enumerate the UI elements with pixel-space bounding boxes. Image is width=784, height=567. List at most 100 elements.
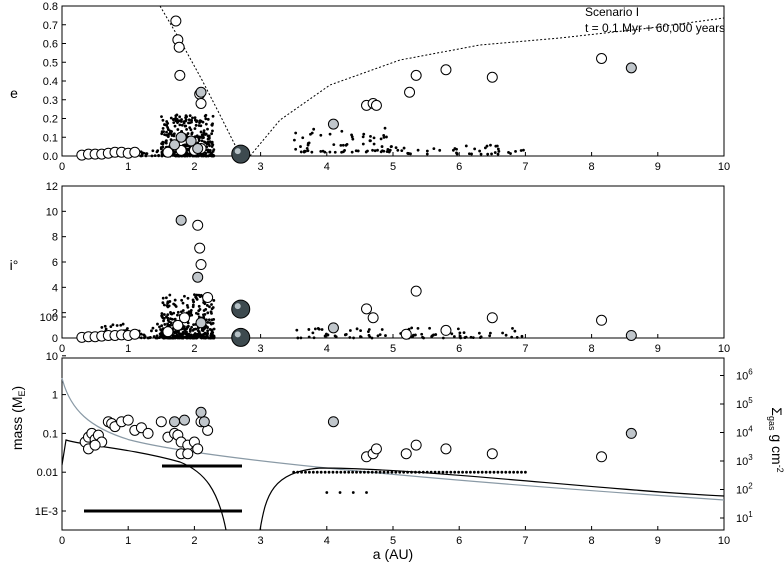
planetesimal-dot — [516, 470, 519, 474]
planetesimal-dot — [478, 149, 482, 153]
planetesimal-dot — [394, 470, 398, 474]
planetesimal-dot — [432, 333, 435, 337]
planetesimal-dot — [420, 332, 424, 336]
planetesimal-dot — [187, 311, 191, 315]
planet-open-marker — [162, 146, 174, 158]
planetesimal-dot — [483, 146, 487, 150]
planetesimal-dot — [504, 470, 508, 474]
planetesimal-dot — [185, 304, 189, 307]
e-axis-xtick-label: 3 — [258, 161, 264, 173]
planetesimal-dot — [425, 152, 429, 156]
planetesimal-dot — [204, 307, 208, 311]
planetesimal-dot — [207, 318, 211, 322]
planetesimal-dot — [328, 150, 332, 154]
planetesimal-dot — [151, 149, 155, 153]
planet-filled-marker — [192, 271, 204, 283]
planetesimal-dot — [445, 470, 449, 474]
planetesimal-dot — [144, 154, 148, 158]
planetesimal-dot — [323, 150, 327, 154]
planetesimal-dot — [188, 336, 192, 340]
planetesimal-dot — [186, 296, 190, 300]
planetesimal-dot — [385, 135, 388, 139]
planetesimal-dot — [211, 129, 214, 133]
planetesimal-dot — [428, 326, 431, 330]
planet-open-marker — [155, 416, 167, 428]
planetesimal-dot — [361, 142, 365, 146]
i-axis-xtick-label: 2 — [191, 343, 197, 355]
planetesimal-dot — [189, 128, 193, 132]
planet-open-marker — [195, 98, 207, 109]
planetesimal-dot — [206, 117, 210, 121]
planetesimal-dot — [425, 470, 429, 474]
i-axis-xtick-label: 4 — [324, 343, 330, 355]
planetesimal-dot — [142, 151, 146, 155]
planetesimal-dot — [203, 335, 206, 339]
planetesimal-dot — [194, 296, 198, 300]
planetesimal-dot — [367, 333, 371, 337]
planetesimal-dot — [384, 334, 387, 337]
planetesimal-dot — [189, 308, 193, 312]
planetesimal-dot — [179, 120, 183, 123]
planetesimal-dot — [385, 150, 389, 154]
mass-axis-xtick-label: 2 — [191, 535, 197, 547]
e-axis-ytick-label: 0.3 — [43, 95, 58, 107]
i-axis-ytick-label: 12 — [46, 181, 58, 193]
planet-open-marker — [370, 99, 382, 111]
planetesimal-dot — [333, 334, 337, 338]
planetesimal-dot — [119, 323, 123, 327]
planetesimal-dot — [450, 332, 454, 336]
planetesimal-dot — [317, 327, 321, 331]
planetesimal-dot — [328, 132, 332, 136]
planet-open-marker — [192, 219, 204, 231]
planetesimal-dot — [373, 149, 377, 153]
i-axis-ytick-label: 8 — [52, 232, 58, 244]
planetesimal-dot — [410, 326, 414, 330]
planetesimal-dot — [299, 145, 302, 148]
mass-axis-xtick-label: 4 — [324, 535, 330, 547]
planetesimal-dot — [194, 123, 198, 127]
ylabel-mass: mass (ME) — [9, 386, 27, 450]
planetesimal-dot — [165, 315, 168, 319]
planetesimal-dot — [195, 336, 198, 339]
mass-axis-ytick-label: 100 — [40, 312, 58, 324]
planetesimal-dot — [185, 327, 189, 331]
planetesimal-dot — [162, 319, 165, 323]
planetesimal-dot — [161, 127, 165, 130]
planetesimal-dot — [325, 491, 329, 494]
planetesimal-dot — [352, 336, 355, 340]
planetesimal-dot — [390, 145, 393, 148]
planetesimal-dot — [508, 470, 512, 474]
planetesimal-dot — [161, 145, 165, 149]
ylabel-i: i° — [10, 257, 19, 273]
planetesimal-dot — [496, 470, 500, 474]
planetesimal-dot — [163, 323, 167, 326]
planetesimal-dot — [165, 123, 169, 127]
planetesimal-dot — [354, 149, 358, 153]
planetesimal-dot — [210, 132, 214, 136]
planetesimal-dot — [197, 137, 201, 141]
planetesimal-dot — [325, 332, 328, 336]
e-axis-xtick-label: 6 — [456, 161, 462, 173]
planetesimal-dot — [186, 132, 190, 135]
planetesimal-dot — [434, 333, 438, 336]
planetesimal-dot — [170, 312, 173, 316]
planetesimal-dot — [477, 331, 481, 335]
planetesimal-dot — [172, 121, 176, 125]
planetesimal-dot — [370, 470, 374, 474]
planetesimal-dot — [188, 328, 192, 331]
planetesimal-dot — [206, 154, 210, 158]
planetesimal-dot — [152, 335, 156, 338]
planetesimal-dot — [164, 296, 168, 300]
planetesimal-dot — [151, 326, 155, 330]
planetesimal-dot — [173, 124, 177, 128]
mass-axis-ytick-label: 0.01 — [37, 467, 58, 479]
giant-embryo-highlight — [234, 148, 241, 155]
planetesimal-dot — [200, 133, 204, 137]
planetesimal-dot — [209, 322, 213, 326]
planetesimal-dot — [180, 333, 184, 336]
planetesimal-dot — [142, 333, 146, 337]
planetesimal-dot — [310, 131, 314, 135]
planetesimal-dot — [168, 131, 172, 135]
planetesimal-dot — [178, 336, 182, 340]
